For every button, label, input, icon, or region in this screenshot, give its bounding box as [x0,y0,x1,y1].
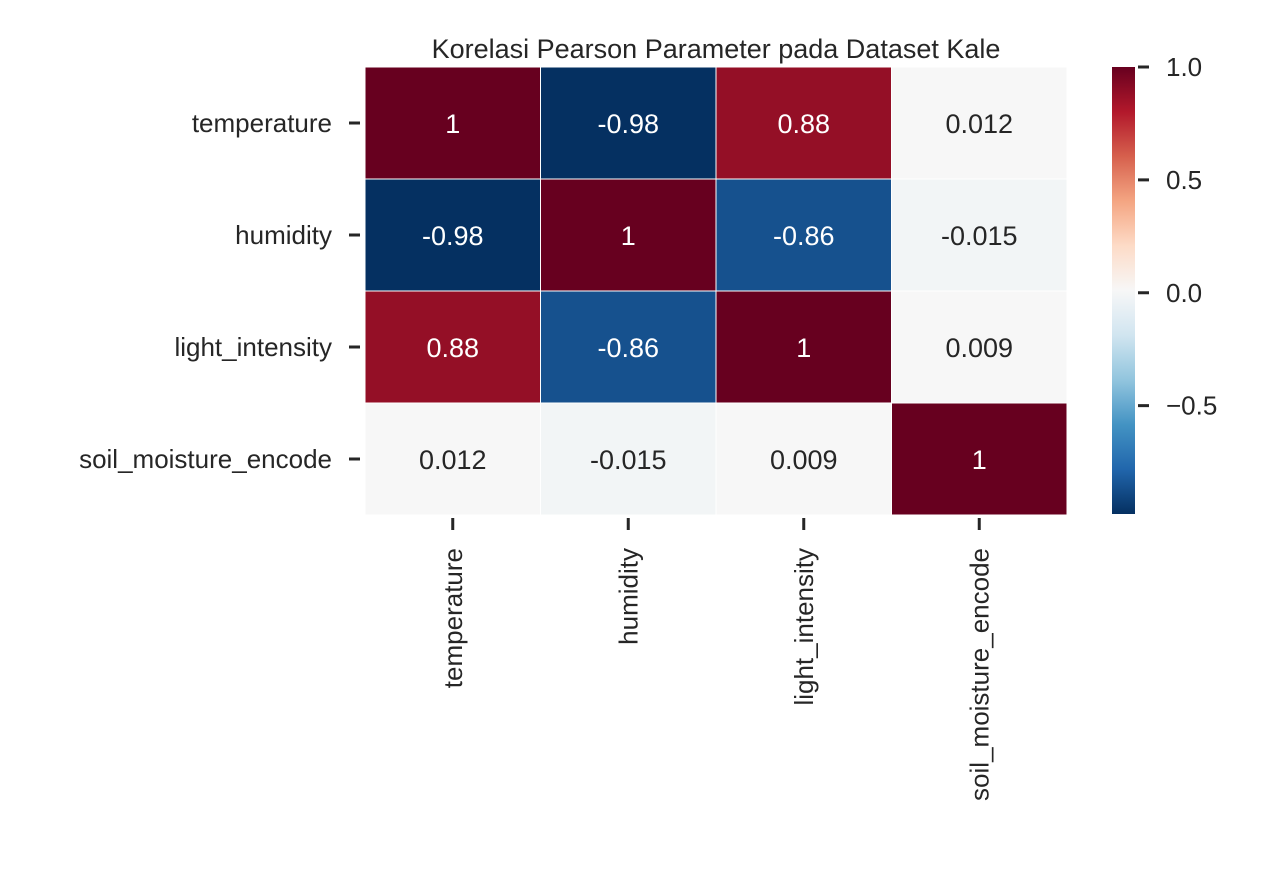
heatmap-cell [891,66,1068,180]
x-tick-label: soil_moisture_encode [964,548,994,801]
heatmap-cell [540,66,717,180]
cell-annotation: -0.86 [773,221,835,251]
cell-annotation: 0.012 [945,109,1013,139]
colorbar-axis: 1.0 0.5 0.0 −0.5 [1138,52,1217,421]
cell-annotation: 0.009 [945,333,1013,363]
heatmap-cell [891,290,1068,404]
heatmap-cell [891,402,1068,516]
y-axis: temperature humidity light_intensity soil_m… [79,108,360,474]
heatmap-cell [540,178,717,292]
cell-annotation: 1 [796,333,811,363]
cell-annotation: -0.86 [597,333,659,363]
colorbar-tick-label: 0.5 [1166,165,1202,195]
heatmap-cell [364,402,541,516]
y-tick-label: temperature [192,108,332,138]
cell-annotation: 0.012 [419,445,487,475]
y-tick-label: light_intensity [174,332,332,362]
x-tick-label: humidity [613,548,643,645]
cell-annotation: -0.015 [590,445,667,475]
heatmap-cell [540,402,717,516]
chart-title: Korelasi Pearson Parameter pada Dataset … [432,34,1001,64]
cell-annotation: 0.88 [426,333,479,363]
y-tick-label: soil_moisture_encode [79,444,332,474]
cell-annotation: 0.009 [770,445,838,475]
heatmap-cell [715,66,892,180]
colorbar-tick-label: 0.0 [1166,278,1202,308]
heatmap-annotations: 1 -0.98 0.88 0.012 -0.98 1 -0.86 -0.015 0.88 -0.8… [419,109,1018,475]
x-axis: temperature humidity light_intensity soil_m… [438,518,994,801]
heatmap-cell [540,290,717,404]
cell-annotation: -0.98 [422,221,484,251]
cell-annotation: -0.015 [941,221,1018,251]
cell-annotation: -0.98 [597,109,659,139]
heatmap-cell [364,66,541,180]
colorbar [1112,67,1135,514]
x-tick-label: light_intensity [789,548,819,706]
colorbar-tick-label: −0.5 [1166,391,1217,421]
cell-annotation: 1 [972,445,987,475]
cell-annotation: 1 [445,109,460,139]
heatmap-cells [364,66,1068,516]
heatmap-cell [715,402,892,516]
x-tick-label: temperature [438,548,468,688]
cell-annotation: 0.88 [777,109,830,139]
heatmap-cell [364,178,541,292]
colorbar-tick-label: 1.0 [1166,52,1202,82]
cell-annotation: 1 [621,221,636,251]
y-tick-label: humidity [235,220,332,250]
heatmap-cell [891,178,1068,292]
